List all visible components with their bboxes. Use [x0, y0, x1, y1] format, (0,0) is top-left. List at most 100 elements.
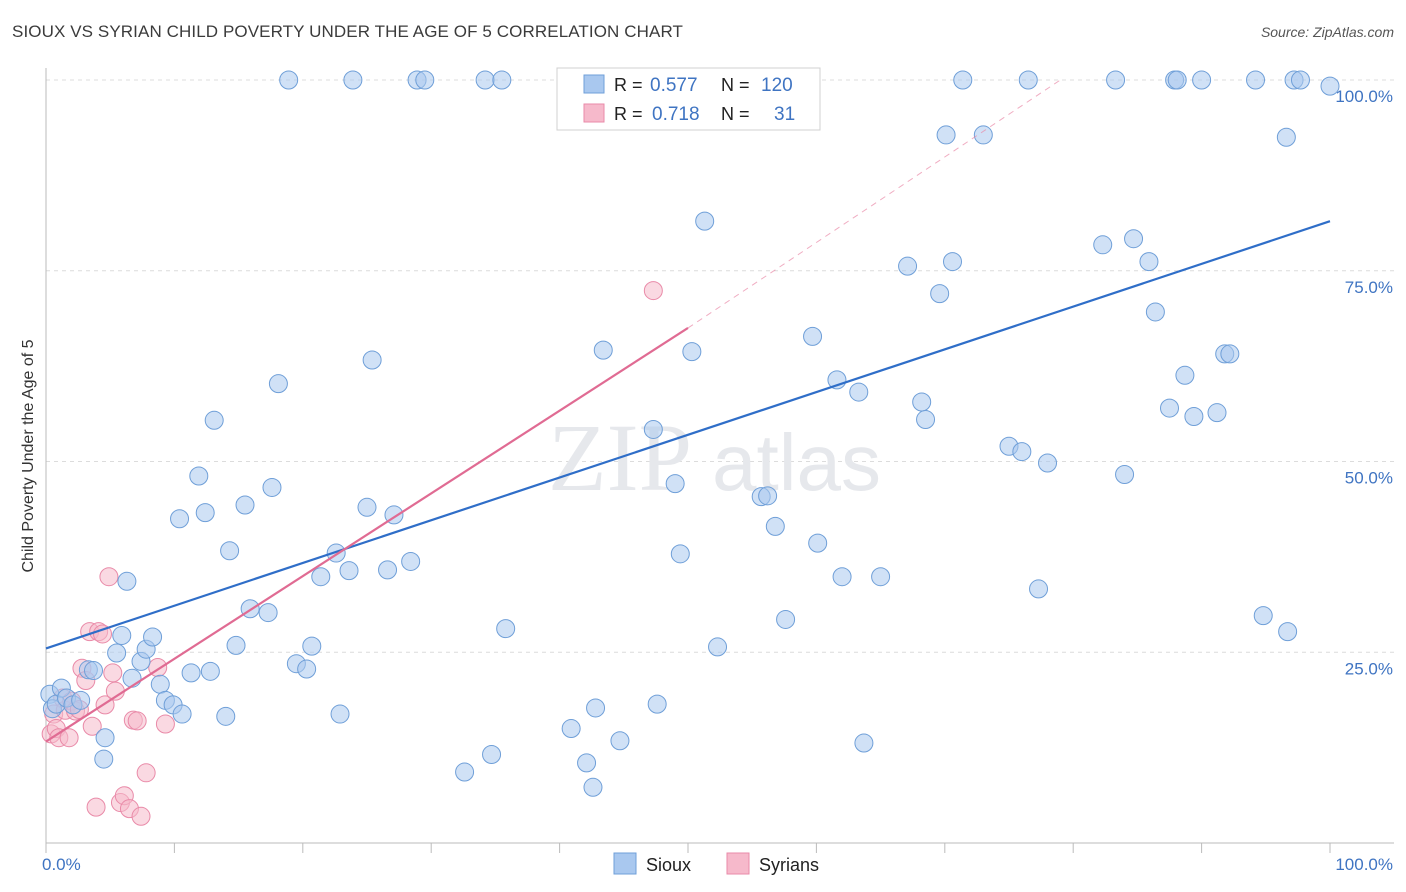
- sioux-point: [1220, 344, 1240, 364]
- sioux-point: [330, 704, 350, 724]
- sioux-point: [1012, 442, 1032, 462]
- legend-syrians-r-value: 0.718: [652, 104, 700, 125]
- sioux-point: [1145, 302, 1165, 322]
- sioux-point: [362, 350, 382, 370]
- series-legend-sioux-label: Sioux: [646, 855, 691, 875]
- sioux-point: [475, 70, 495, 90]
- legend-syrians-n-value: 31: [774, 104, 795, 125]
- sioux-point: [953, 70, 973, 90]
- sioux-point: [181, 663, 201, 683]
- series-legend: Sioux Syrians: [613, 852, 819, 875]
- sioux-point: [912, 392, 932, 412]
- y-tick-label: 25.0%: [1345, 659, 1393, 678]
- sioux-point: [71, 690, 91, 710]
- sioux-point: [84, 661, 104, 681]
- legend-sioux-swatch: [583, 74, 605, 94]
- sioux-point: [1207, 403, 1227, 423]
- sioux-point: [95, 728, 115, 748]
- sioux-point: [150, 674, 170, 694]
- sioux-point: [311, 567, 331, 587]
- sioux-point: [107, 643, 127, 663]
- series-legend-syrians-label: Syrians: [759, 855, 819, 875]
- sioux-point: [482, 744, 502, 764]
- legend-sioux-n-value: 120: [761, 75, 793, 96]
- legend-sioux-r-label: R =: [614, 75, 643, 95]
- sioux-point: [1175, 365, 1195, 385]
- sioux-point: [1106, 70, 1126, 90]
- tick-label-layer: 25.0% 50.0% 75.0% 100.0% 0.0% 100.0%: [42, 87, 1393, 874]
- sioux-point: [378, 560, 398, 580]
- sioux-point: [854, 733, 874, 753]
- syrians-point: [59, 728, 79, 748]
- y-axis-label: Child Poverty Under the Age of 5: [20, 339, 37, 572]
- syrians-point: [82, 716, 102, 736]
- sioux-point: [803, 326, 823, 346]
- sioux-point: [643, 419, 663, 439]
- sioux-point: [216, 706, 236, 726]
- syrians-point: [99, 567, 119, 587]
- sioux-point: [695, 211, 715, 231]
- y-tick-label: 75.0%: [1345, 278, 1393, 297]
- sioux-point: [610, 731, 630, 751]
- source-credit: Source: ZipAtlas.com: [1260, 24, 1394, 40]
- sioux-point: [682, 342, 702, 362]
- syrians-point: [136, 763, 156, 783]
- sioux-point: [200, 661, 220, 681]
- grid-layer: [46, 79, 1394, 653]
- sioux-point: [1124, 229, 1144, 249]
- series-legend-sioux-swatch: [613, 852, 637, 875]
- sioux-point: [492, 70, 512, 90]
- sioux-point: [170, 509, 190, 529]
- x-tick-label: 0.0%: [42, 855, 81, 874]
- sioux-point: [1320, 76, 1340, 96]
- sioux-point: [496, 619, 516, 639]
- sioux-point: [1192, 70, 1212, 90]
- sioux-point: [1246, 70, 1266, 90]
- sioux-point: [1093, 235, 1113, 255]
- sioux-point: [204, 410, 224, 430]
- sioux-point: [122, 668, 142, 688]
- sioux-point: [577, 753, 597, 773]
- sioux-point: [898, 256, 918, 276]
- sioux-point: [1029, 579, 1049, 599]
- sioux-point: [1290, 70, 1310, 90]
- legend-syrians-r-label: R =: [614, 104, 643, 124]
- sioux-point: [1276, 127, 1296, 147]
- sioux-point: [647, 694, 667, 714]
- sioux-point: [268, 374, 288, 394]
- sioux-point: [758, 486, 778, 506]
- sioux-point: [235, 495, 255, 515]
- sioux-point: [143, 627, 163, 647]
- sioux-point: [776, 609, 796, 629]
- sioux-point: [1139, 252, 1159, 272]
- sioux-point: [258, 603, 278, 623]
- sioux-point: [1253, 606, 1273, 626]
- sioux-point: [765, 516, 785, 536]
- sioux-point: [849, 382, 869, 402]
- sioux-point: [808, 533, 828, 553]
- sioux-point: [1167, 70, 1187, 90]
- sioux-point: [561, 719, 581, 739]
- syrians-point: [643, 281, 663, 301]
- sioux-point: [415, 70, 435, 90]
- sioux-point: [583, 777, 603, 797]
- sioux-point: [708, 637, 728, 657]
- sioux-point: [220, 541, 240, 561]
- sioux-point: [339, 561, 359, 581]
- sioux-point: [832, 567, 852, 587]
- legend-sioux-r-value: 0.577: [650, 75, 698, 96]
- sioux-point: [112, 625, 132, 645]
- syrians-point: [92, 624, 112, 644]
- sioux-point: [172, 704, 192, 724]
- legend-syrians-n-label: N =: [721, 104, 750, 124]
- zipatlas-watermark: ZIP atlas: [548, 404, 881, 511]
- sioux-point: [943, 252, 963, 272]
- sioux-point: [262, 477, 282, 497]
- sioux-point: [593, 340, 613, 360]
- sioux-point: [297, 659, 317, 679]
- stats-legend: R = 0.577 N = 120 R = 0.718 N = 31: [556, 67, 821, 131]
- syrians-points: [41, 281, 663, 826]
- sioux-point: [343, 70, 363, 90]
- legend-sioux-n-label: N =: [721, 75, 750, 95]
